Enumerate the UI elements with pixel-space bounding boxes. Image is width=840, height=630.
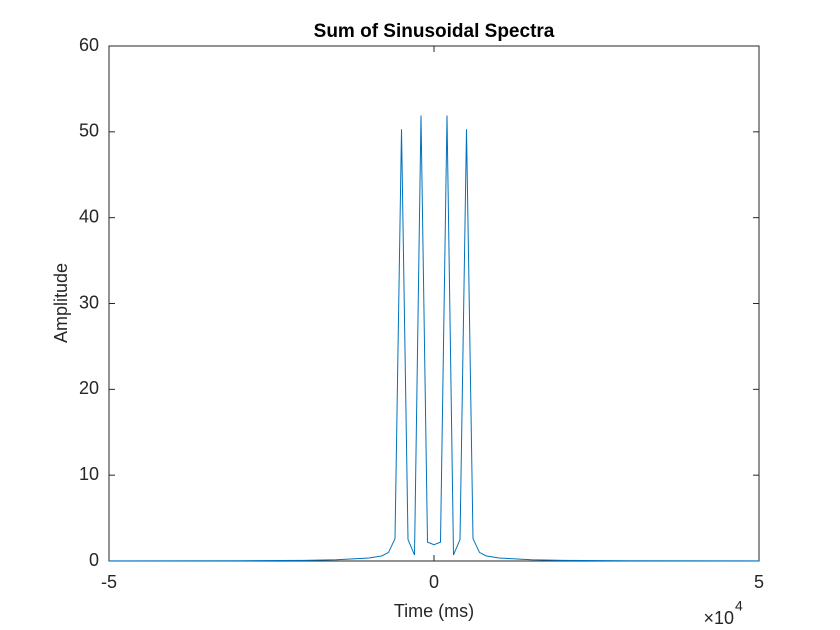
y-tick-label: 60: [79, 35, 99, 55]
data-line: [108, 115, 760, 562]
x-axis-label: Time (ms): [394, 601, 474, 621]
x-tick-label: -5: [101, 572, 117, 592]
x-tick-label: 5: [754, 572, 764, 592]
y-tick-label: 20: [79, 378, 99, 398]
y-tick-label: 50: [79, 121, 99, 141]
y-axis-label: Amplitude: [51, 263, 71, 343]
y-tick-label: 40: [79, 206, 99, 226]
y-tick-label: 0: [89, 550, 99, 570]
y-tick-label: 10: [79, 464, 99, 484]
x-tick-label: 0: [429, 572, 439, 592]
chart-title: Sum of Sinusoidal Spectra: [314, 21, 555, 42]
x-multiplier-exponent: 4: [735, 598, 743, 614]
y-tick-label: 30: [79, 292, 99, 312]
x-multiplier-base: ×10: [703, 608, 734, 628]
